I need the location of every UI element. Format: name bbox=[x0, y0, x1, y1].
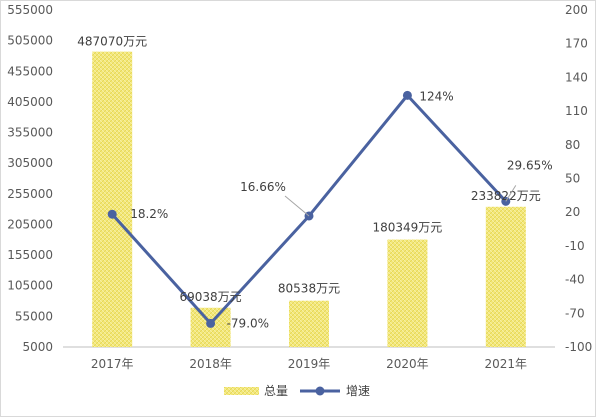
legend-label-bar: 总量 bbox=[264, 384, 288, 398]
left-tick-label: 355000 bbox=[7, 126, 53, 140]
legend-label-line: 增速 bbox=[346, 384, 370, 398]
bar bbox=[92, 51, 133, 348]
legend-swatch-bar bbox=[224, 387, 259, 395]
right-y-axis: 200 170 140 110 80 50 20 -10 -40 -70 -100 bbox=[565, 3, 592, 354]
bar-data-label: 487070万元 bbox=[77, 35, 147, 49]
right-tick-label: 50 bbox=[565, 172, 580, 186]
left-y-axis: 555000 505000 455000 405000 355000 305000 2550… bbox=[7, 3, 53, 354]
line-data-label: 16.66% bbox=[240, 180, 286, 194]
left-tick-label: 255000 bbox=[7, 187, 53, 201]
bar bbox=[485, 206, 526, 347]
left-tick-label: 305000 bbox=[7, 156, 53, 170]
bar-data-label: 80538万元 bbox=[278, 282, 340, 296]
left-tick-label: 55000 bbox=[15, 309, 53, 323]
line-data-label: -79.0% bbox=[227, 316, 269, 330]
line-point bbox=[107, 209, 117, 219]
right-tick-label: -40 bbox=[565, 273, 585, 287]
label-leader-line bbox=[284, 195, 310, 217]
bar-data-labels: 487070万元 69038万元 80538万元 180349万元 233822万元 bbox=[77, 35, 540, 304]
right-tick-label: -70 bbox=[565, 306, 585, 320]
left-tick-label: 205000 bbox=[7, 217, 53, 231]
bar bbox=[387, 239, 428, 347]
left-tick-label: 455000 bbox=[7, 64, 53, 78]
right-tick-label: 110 bbox=[565, 104, 588, 118]
left-tick-label: 105000 bbox=[7, 279, 53, 293]
left-tick-label: 155000 bbox=[7, 248, 53, 262]
right-tick-label: 170 bbox=[565, 37, 588, 51]
x-axis: 2017年 2018年 2019年 2020年 2021年 bbox=[91, 357, 527, 371]
right-tick-label: 80 bbox=[565, 138, 580, 152]
line-data-labels: 18.2% -79.0% 16.66% 124% 29.65% bbox=[130, 89, 552, 330]
line-point bbox=[402, 90, 412, 100]
line-data-label: 29.65% bbox=[507, 158, 553, 172]
right-tick-label: 20 bbox=[565, 205, 580, 219]
legend-swatch-marker bbox=[315, 386, 325, 396]
right-tick-label: 140 bbox=[565, 70, 588, 84]
bar bbox=[289, 300, 329, 347]
bar-data-label: 69038万元 bbox=[180, 290, 242, 304]
category-label: 2019年 bbox=[288, 357, 331, 371]
right-tick-label: -100 bbox=[565, 340, 592, 354]
line-point bbox=[206, 318, 216, 328]
left-tick-label: 555000 bbox=[7, 3, 53, 17]
right-tick-label: -10 bbox=[565, 239, 585, 253]
category-label: 2017年 bbox=[91, 357, 134, 371]
line-data-label: 124% bbox=[419, 89, 453, 103]
bar-series bbox=[92, 51, 526, 348]
category-label: 2018年 bbox=[189, 357, 232, 371]
category-label: 2021年 bbox=[485, 357, 528, 371]
right-tick-label: 200 bbox=[565, 3, 588, 17]
bar-data-label: 180349万元 bbox=[372, 221, 442, 235]
left-tick-label: 505000 bbox=[7, 34, 53, 48]
left-tick-label: 5000 bbox=[22, 340, 53, 354]
legend: 总量 增速 bbox=[224, 384, 370, 398]
bar-data-label: 233822万元 bbox=[471, 189, 541, 203]
label-leader-line bbox=[505, 185, 517, 202]
category-label: 2020年 bbox=[386, 357, 429, 371]
line-data-label: 18.2% bbox=[130, 207, 168, 221]
left-tick-label: 405000 bbox=[7, 95, 53, 109]
